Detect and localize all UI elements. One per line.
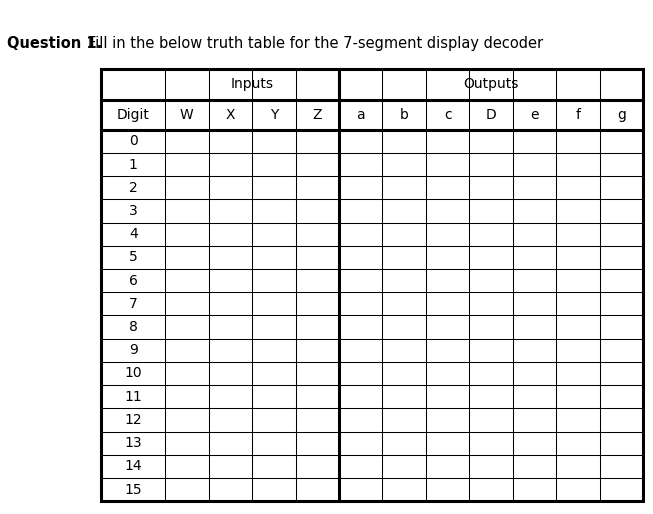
Text: 8: 8 [129,320,138,334]
Text: 6: 6 [129,273,138,288]
Text: c: c [444,107,451,122]
Text: W: W [180,107,194,122]
Text: b: b [400,107,409,122]
Text: Digit: Digit [117,107,150,122]
Text: Question 1.: Question 1. [7,36,102,51]
Text: a: a [357,107,365,122]
Text: 15: 15 [124,483,142,497]
Text: 5: 5 [129,250,138,264]
Text: Fill in the below truth table for the 7-segment display decoder: Fill in the below truth table for the 7-… [88,36,543,51]
Text: e: e [530,107,539,122]
Text: 4: 4 [129,227,138,241]
Text: 2: 2 [129,181,138,195]
Text: 7: 7 [129,297,138,311]
Text: 3: 3 [129,204,138,218]
Text: 13: 13 [124,436,142,450]
Text: 11: 11 [124,390,142,403]
Text: X: X [225,107,235,122]
Text: Inputs: Inputs [231,78,274,91]
Text: 9: 9 [129,343,138,357]
Text: 12: 12 [124,413,142,427]
Text: g: g [617,107,626,122]
Text: f: f [575,107,581,122]
Text: D: D [486,107,496,122]
Text: 10: 10 [124,366,142,380]
Text: 1: 1 [129,158,138,172]
Text: 14: 14 [124,460,142,473]
Text: 0: 0 [129,134,138,149]
Text: Z: Z [313,107,322,122]
Bar [101,69,643,501]
Text: Y: Y [270,107,278,122]
Text: Outputs: Outputs [464,78,518,91]
